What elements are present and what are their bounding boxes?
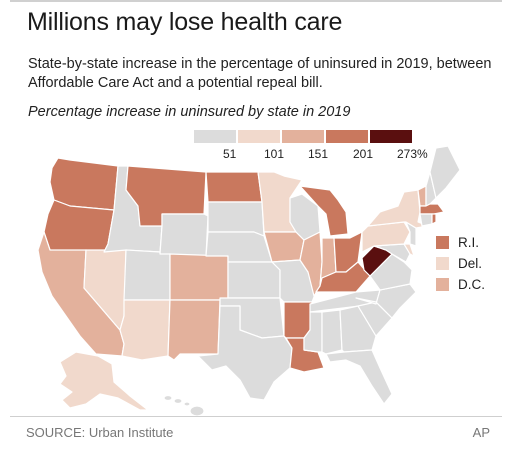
chart-subtitle: State-by-state increase in the percentag… [28,56,492,91]
state-ny [367,189,429,229]
state-nm [167,299,221,361]
state-hi [163,394,205,417]
state-de [403,243,415,257]
small-state-label-ri: R.I. [458,234,480,250]
state-az [119,299,171,361]
chart-title: Millions may lose health care [27,8,343,36]
state-co [169,253,229,301]
top-rule [10,0,502,2]
state-ak [59,351,149,411]
small-state-swatch-dc [436,277,449,291]
state-tx [197,305,293,401]
state-ri [431,213,437,225]
source-credit: SOURCE: Urban Institute [26,425,174,440]
state-nc [355,283,417,319]
state-ct [419,213,433,227]
state-fl [325,349,393,405]
state-ut [123,249,171,301]
small-state-swatch-ri [436,235,449,249]
bottom-rule [10,416,502,417]
state-mi [299,185,349,237]
small-state-swatch-de [436,256,449,270]
state-wy [159,213,209,257]
agency-credit: AP [472,425,490,440]
state-sd [207,201,265,237]
small-state-dc: D.C. [436,274,485,294]
small-state-ri: R.I. [436,232,479,252]
state-nh [425,171,437,207]
small-state-de: Del. [436,253,482,273]
state-ky [315,261,371,293]
state-me [429,145,461,199]
state-ma [419,203,445,215]
small-state-label-de: Del. [458,255,483,271]
state-al [321,309,343,355]
small-state-label-dc: D.C. [458,276,485,292]
state-nd [205,171,263,203]
map-heading: Percentage increase in uninsured by stat… [28,104,351,120]
state-vt [417,185,427,207]
state-ks [227,261,281,299]
